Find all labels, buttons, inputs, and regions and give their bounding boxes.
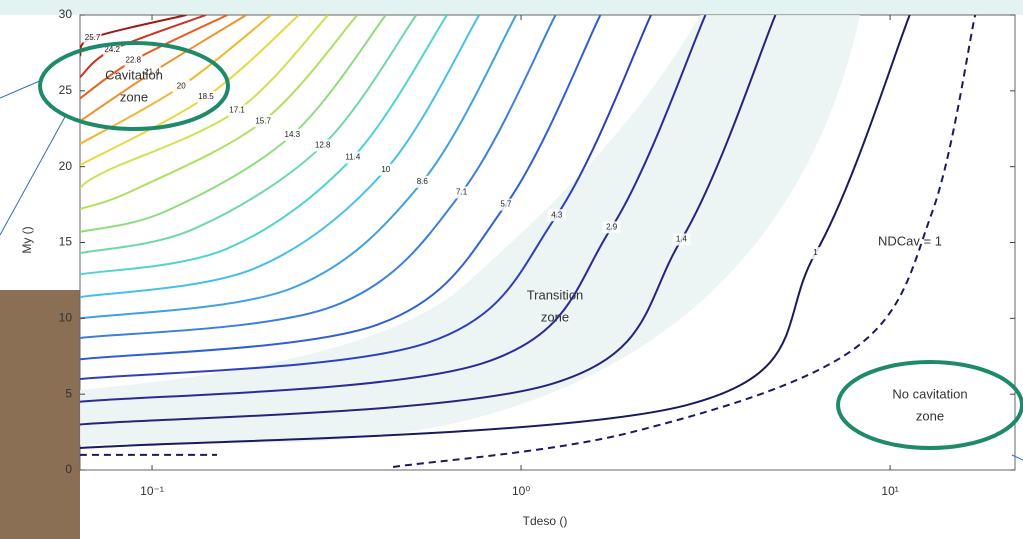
x-axis-label: Tdeso () <box>523 514 568 528</box>
contour-label-bg <box>83 31 102 44</box>
contour-line <box>80 15 418 255</box>
contour-label: 22.8 <box>126 56 142 65</box>
callout-line <box>0 114 67 236</box>
ndcav-label: NDCav = 1 <box>878 233 942 248</box>
y-tick-label: 15 <box>59 235 73 249</box>
contour-line <box>80 15 707 403</box>
contour-label-bg <box>602 221 621 234</box>
y-tick-label: 10 <box>59 311 73 325</box>
contour-label: 8.6 <box>417 177 429 186</box>
contour-label: 20 <box>177 81 186 90</box>
x-tick-label: 10¹ <box>881 484 898 498</box>
annotation: zone <box>916 408 944 423</box>
contour-line <box>80 15 652 380</box>
contour-line <box>80 15 448 276</box>
contour-line <box>80 15 557 340</box>
contour-label: 7.1 <box>456 188 468 197</box>
contour-label-bg <box>376 163 395 176</box>
cavitation-ellipse <box>38 41 230 131</box>
contour-label: 1 <box>813 248 818 257</box>
contour-label: 10 <box>381 165 390 174</box>
transition-zone-shade <box>80 15 860 445</box>
contour-label: 11.4 <box>345 153 361 162</box>
contour-label-bg <box>547 209 566 222</box>
x-tick-label: 10⁰ <box>512 484 530 498</box>
y-tick-label: 20 <box>59 159 73 173</box>
contour-label: 24.2 <box>104 45 120 54</box>
contour-label: 1.4 <box>676 235 688 244</box>
contour-label-bg <box>254 115 273 128</box>
x-tick-label: 10⁻¹ <box>140 484 164 498</box>
y-tick-label: 25 <box>59 83 73 97</box>
contour-label: 5.7 <box>500 200 512 209</box>
contour-label-bg <box>313 139 332 152</box>
contour-label-bg <box>196 90 215 103</box>
contour-label: 25.7 <box>85 33 101 42</box>
contour-line <box>80 15 359 211</box>
contour-label: 14.3 <box>285 130 301 139</box>
contour-group: 11.42.94.35.77.18.61011.412.814.315.717.… <box>80 15 977 468</box>
y-axis-label: My () <box>20 226 34 253</box>
contour-label: 4.3 <box>551 210 563 219</box>
contour-label: 17.1 <box>229 106 245 115</box>
contour-label-bg <box>496 198 515 211</box>
top-strip <box>0 0 1023 15</box>
annotation: No cavitation <box>892 386 967 401</box>
contour-label: 2.9 <box>606 222 618 231</box>
contour-label: 12.8 <box>315 141 331 150</box>
contour-label-bg <box>672 233 691 246</box>
y-tick-label: 5 <box>65 386 72 400</box>
callout-line <box>1011 454 1023 461</box>
contour-line <box>80 15 329 189</box>
contour-label-bg <box>103 43 122 56</box>
contour-line <box>80 15 481 299</box>
contour-line <box>80 15 518 320</box>
contour-label-bg <box>124 54 143 67</box>
contour-label-bg <box>806 247 825 260</box>
contour-line <box>80 15 777 426</box>
contour-line <box>80 15 911 450</box>
callout-line <box>0 79 43 99</box>
contour-label: 18.5 <box>198 92 214 101</box>
y-tick-label: 0 <box>65 462 72 476</box>
no-cavitation-ellipse <box>836 360 1023 450</box>
y-tick-label: 30 <box>59 7 73 21</box>
contour-label-bg <box>452 186 471 199</box>
annotation: zone <box>120 89 148 104</box>
contour-label: 21.4 <box>144 68 160 77</box>
contour-label-bg <box>283 128 302 141</box>
ndcav-boundary <box>80 15 977 468</box>
contour-label-bg <box>413 175 432 188</box>
background-photo <box>0 290 80 539</box>
contour-label-bg <box>228 104 247 117</box>
annotation: Transition <box>527 287 584 302</box>
contour-label-bg <box>143 66 162 79</box>
annotation: zone <box>541 309 569 324</box>
contour-line <box>80 15 387 233</box>
contour-label: 15.7 <box>255 116 271 125</box>
contour-line <box>80 15 602 361</box>
contour-label-bg <box>172 80 191 93</box>
annotation: Cavitation <box>105 67 163 82</box>
contour-label-bg <box>343 151 362 164</box>
